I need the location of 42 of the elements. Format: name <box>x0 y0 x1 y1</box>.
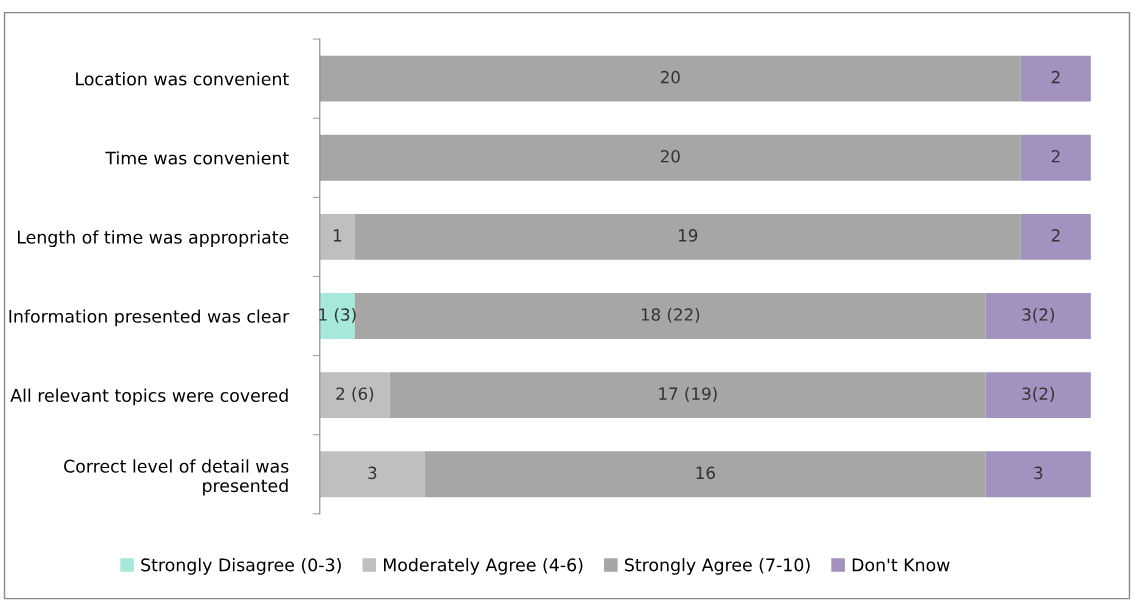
legend-label: Moderately Agree (4-6) <box>384 557 583 575</box>
data-label: 2 <box>1051 70 1060 84</box>
data-label: 3(2) <box>1022 307 1055 323</box>
data-label: 20 <box>660 149 680 163</box>
bar <box>389 372 986 419</box>
data-label: 3(2) <box>1022 387 1055 402</box>
bar <box>319 213 355 260</box>
bar <box>985 372 1091 419</box>
data-label: 3 <box>368 466 377 480</box>
legend-label: Strongly Disagree (0-3) <box>141 557 341 575</box>
bar <box>354 293 986 339</box>
legend-label: Don't Know <box>852 558 950 572</box>
data-label: 1 (3) <box>319 307 356 323</box>
y-tick-label: Length of time was appropriate <box>17 230 289 248</box>
data-label: 18 (22) <box>641 307 700 323</box>
y-tick-label: All relevant topics were covered <box>10 388 288 406</box>
bar <box>985 293 1091 339</box>
bar <box>1020 213 1091 260</box>
y-tick-label: Correct level of detail was presented <box>64 459 289 496</box>
bar <box>319 451 425 498</box>
data-label: 17 (19) <box>659 387 717 402</box>
y-tick-label: Information presented was clear <box>9 309 290 327</box>
bar <box>319 55 1021 102</box>
bar <box>985 451 1091 498</box>
data-label: 3 <box>1034 466 1043 480</box>
bar <box>354 213 1021 260</box>
y-tick-label: Time was convenient <box>105 151 289 165</box>
bar <box>1020 134 1091 181</box>
data-label: 16 <box>696 466 715 480</box>
data-label: 2 <box>1051 149 1060 163</box>
data-label: 2 (6) <box>336 387 374 402</box>
bar <box>319 372 390 419</box>
bar <box>319 293 355 339</box>
data-label: 1 <box>333 229 342 242</box>
legend-label: Strongly Agree (7-10) <box>625 557 810 575</box>
data-label: 19 <box>679 229 698 242</box>
data-label: 2 <box>1051 229 1060 242</box>
y-tick-label: Location was convenient <box>76 72 289 86</box>
bar <box>424 451 986 498</box>
bar <box>1020 55 1091 102</box>
data-label: 20 <box>660 70 680 84</box>
bar <box>319 134 1021 181</box>
